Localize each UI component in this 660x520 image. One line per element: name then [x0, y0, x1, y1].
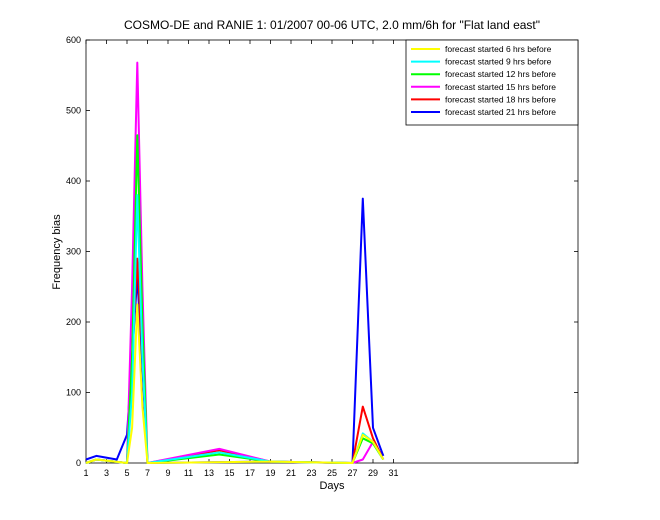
y-tick-label: 300	[66, 247, 81, 257]
x-tick-label: 3	[104, 468, 109, 478]
legend-label-forecast-started-21-hrs-before: forecast started 21 hrs before	[445, 107, 556, 117]
x-tick-label: 11	[184, 468, 193, 478]
y-tick-label: 200	[66, 317, 81, 327]
x-tick-label: 1	[83, 468, 88, 478]
x-tick-label: 29	[368, 468, 378, 478]
x-tick-label: 15	[224, 468, 234, 478]
x-tick-label: 7	[145, 468, 150, 478]
chart-title: COSMO-DE and RANIE 1: 01/2007 00-06 UTC,…	[124, 18, 540, 32]
legend-label-forecast-started-18-hrs-before: forecast started 18 hrs before	[445, 94, 556, 104]
x-tick-label: 13	[204, 468, 214, 478]
y-tick-label: 0	[76, 458, 81, 468]
x-tick-label: 19	[265, 468, 275, 478]
x-tick-label: 27	[347, 468, 357, 478]
legend-label-forecast-started-12-hrs-before: forecast started 12 hrs before	[445, 69, 556, 79]
series-line-forecast-started-6-hrs-before	[85, 303, 385, 464]
x-tick-label: 21	[286, 468, 296, 478]
x-tick-label: 31	[388, 468, 398, 478]
y-tick-label: 100	[66, 388, 81, 398]
x-tick-label: 5	[124, 468, 129, 478]
y-axis-label: Frequency bias	[51, 214, 63, 290]
series-layer	[85, 61, 385, 464]
x-axis-label: Days	[319, 480, 345, 492]
x-tick-label: 23	[306, 468, 316, 478]
legend-box	[405, 39, 579, 126]
y-tick-label: 500	[66, 106, 81, 116]
y-tick-label: 400	[66, 176, 81, 186]
x-tick-label: 17	[245, 468, 255, 478]
legend: forecast started 6 hrs before forecast st…	[405, 39, 579, 126]
x-tick-label: 9	[165, 468, 170, 478]
legend-label-forecast-started-6-hrs-before: forecast started 6 hrs before	[445, 44, 552, 54]
legend-label-forecast-started-15-hrs-before: forecast started 15 hrs before	[445, 82, 556, 92]
legend-label-forecast-started-9-hrs-before: forecast started 9 hrs before	[445, 57, 552, 67]
x-tick-label: 25	[327, 468, 337, 478]
y-tick-label: 600	[66, 35, 81, 45]
